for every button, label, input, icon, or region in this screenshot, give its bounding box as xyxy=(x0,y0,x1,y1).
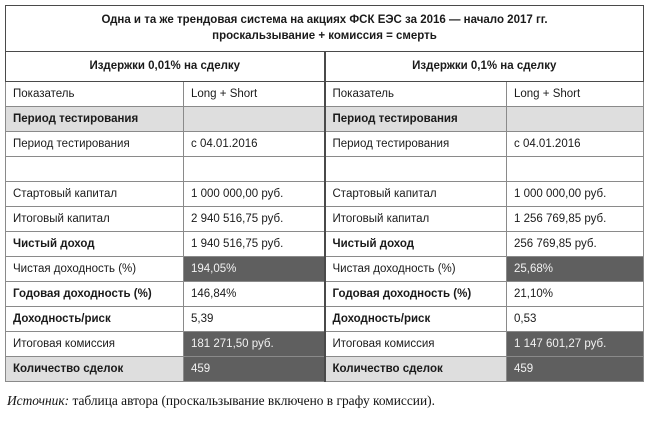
table-row: Количество сделок 459 Количество сделок … xyxy=(5,356,645,382)
row-label-left: Стартовый капитал xyxy=(5,181,184,207)
table-row: Чистая доходность (%) 194,05% Чистая дох… xyxy=(5,256,645,282)
row-value-right: 1 147 601,27 руб. xyxy=(505,331,645,357)
group-header-right: Издержки 0,1% на сделку xyxy=(323,51,645,82)
row-label-left: Количество сделок xyxy=(5,356,184,382)
results-table: Одна и та же трендовая система на акциях… xyxy=(4,5,645,382)
table-row: Доходность/риск 5,39 Доходность/риск 0,5… xyxy=(5,306,645,332)
row-label-left: Чистая доходность (%) xyxy=(5,256,184,282)
table-row: Стартовый капитал 1 000 000,00 руб. Стар… xyxy=(5,181,645,207)
row-label-right: Период тестирования xyxy=(323,131,507,157)
table-body: Одна и та же трендовая система на акциях… xyxy=(4,5,645,382)
row-value-right: с 04.01.2016 xyxy=(505,131,645,157)
row-value-right: 1 000 000,00 руб. xyxy=(505,181,645,207)
section-header-right-spacer xyxy=(505,106,645,132)
row-label-right: Итоговая комиссия xyxy=(323,331,507,357)
row-value-right: 256 769,85 руб. xyxy=(505,231,645,257)
column-header-right-label: Показатель xyxy=(323,81,507,107)
source-text: таблица автора (проскальзывание включено… xyxy=(69,393,435,408)
row-value-right: 459 xyxy=(505,356,645,382)
row-label-left: Чистый доход xyxy=(5,231,184,257)
table-row: Годовая доходность (%) 146,84% Годовая д… xyxy=(5,281,645,307)
row-value-left: 181 271,50 руб. xyxy=(183,331,325,357)
row-value-right xyxy=(505,156,645,182)
row-value-left: 459 xyxy=(183,356,325,382)
column-header-right-value: Long + Short xyxy=(505,81,645,107)
section-header-right: Период тестирования xyxy=(323,106,507,132)
group-header-row: Издержки 0,01% на сделку Издержки 0,1% н… xyxy=(5,51,645,82)
row-label-right: Доходность/риск xyxy=(323,306,507,332)
row-value-right: 0,53 xyxy=(505,306,645,332)
row-label-right: Стартовый капитал xyxy=(323,181,507,207)
table-row: Период тестирования с 04.01.2016 Период … xyxy=(5,131,645,157)
row-value-left: 1 940 516,75 руб. xyxy=(183,231,325,257)
title-line-1: Одна и та же трендовая система на акциях… xyxy=(101,14,548,26)
row-label-right: Чистый доход xyxy=(323,231,507,257)
row-label-right: Количество сделок xyxy=(323,356,507,382)
row-label-right xyxy=(323,156,507,182)
row-value-left: 5,39 xyxy=(183,306,325,332)
row-label-right: Итоговый капитал xyxy=(323,206,507,232)
row-label-left: Итоговая комиссия xyxy=(5,331,184,357)
row-label-left: Период тестирования xyxy=(5,131,184,157)
row-value-right: 1 256 769,85 руб. xyxy=(505,206,645,232)
row-value-left: 194,05% xyxy=(183,256,325,282)
figure-title: Одна и та же трендовая система на акциях… xyxy=(4,5,645,52)
table-row xyxy=(5,156,645,182)
row-value-right: 25,68% xyxy=(505,256,645,282)
section-header-left: Период тестирования xyxy=(5,106,184,132)
section-header-left-spacer xyxy=(183,106,325,132)
table-row: Чистый доход 1 940 516,75 руб. Чистый до… xyxy=(5,231,645,257)
row-label-left: Годовая доходность (%) xyxy=(5,281,184,307)
title-row: Одна и та же трендовая система на акциях… xyxy=(4,5,645,52)
column-header-row: Показатель Long + Short Показатель Long … xyxy=(5,81,645,107)
column-header-left-label: Показатель xyxy=(5,81,184,107)
group-header-left: Издержки 0,01% на сделку xyxy=(5,51,325,82)
title-line-2: проскальзывание + комиссия = смерть xyxy=(212,30,437,42)
row-value-left: 1 000 000,00 руб. xyxy=(183,181,325,207)
row-value-left: 2 940 516,75 руб. xyxy=(183,206,325,232)
row-value-left: 146,84% xyxy=(183,281,325,307)
row-label-right: Годовая доходность (%) xyxy=(323,281,507,307)
table-row: Итоговый капитал 2 940 516,75 руб. Итого… xyxy=(5,206,645,232)
source-prefix: Источник: xyxy=(7,393,70,408)
row-label-left xyxy=(5,156,184,182)
row-value-left: с 04.01.2016 xyxy=(183,131,325,157)
row-value-left xyxy=(183,156,325,182)
row-label-right: Чистая доходность (%) xyxy=(323,256,507,282)
row-label-left: Доходность/риск xyxy=(5,306,184,332)
source-caption: Источник: таблица автора (проскальзывани… xyxy=(7,393,643,409)
column-header-left-value: Long + Short xyxy=(183,81,325,107)
section-header-row: Период тестирования Период тестирования xyxy=(5,106,645,132)
row-value-right: 21,10% xyxy=(505,281,645,307)
table-row: Итоговая комиссия 181 271,50 руб. Итогов… xyxy=(5,331,645,357)
row-label-left: Итоговый капитал xyxy=(5,206,184,232)
